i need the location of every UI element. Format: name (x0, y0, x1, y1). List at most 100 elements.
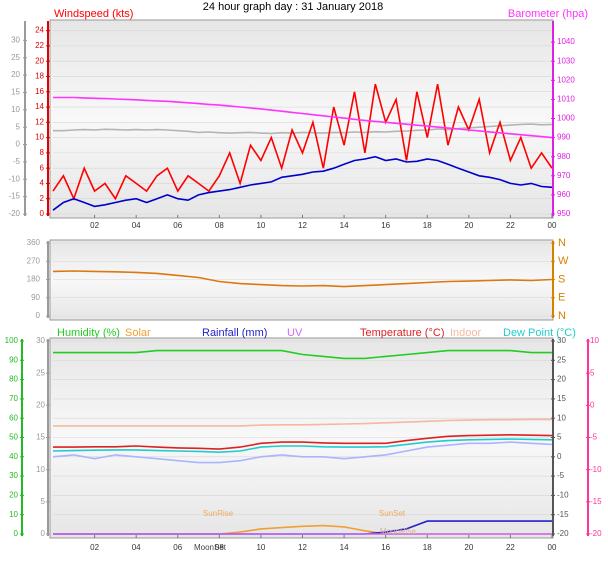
series-line (52, 438, 553, 454)
y-tick-label: 5 (41, 497, 46, 506)
y-tick-label: 970 (557, 171, 571, 180)
y-tick-label: 960 (557, 190, 571, 199)
y-tick-label: -20 (8, 209, 20, 218)
x-tick-label: 18 (423, 543, 432, 552)
x-tick-label: 04 (132, 221, 141, 230)
series-line (52, 270, 553, 288)
y-tick-label: -10 (590, 465, 602, 474)
y-tick-label: 10 (590, 336, 599, 345)
y-tick-label: 25 (11, 53, 20, 62)
x-tick-label: 12 (298, 543, 307, 552)
x-tick-label: 12 (298, 221, 307, 230)
y-tick-label: 1030 (557, 56, 575, 65)
y-tick-label: 100 (5, 336, 19, 345)
legend-label: Indoor (450, 327, 482, 339)
series-line (53, 433, 553, 450)
y-tick-label: 18 (35, 72, 44, 81)
y-tick-label: 8 (40, 148, 45, 157)
y-tick-label: 4 (40, 179, 45, 188)
series-line (53, 349, 552, 360)
y-tick-label: 180 (27, 275, 41, 284)
legend-label: Dew Point (°C) (503, 327, 576, 339)
x-tick-label: 18 (423, 221, 432, 230)
x-tick-label: 00 (548, 543, 557, 552)
x-tick-label: 20 (464, 543, 473, 552)
y-tick-label: 1000 (557, 114, 575, 123)
y-tick-label: 25 (36, 368, 45, 377)
y-tick-label: 0 (40, 209, 45, 218)
y-tick-label: -15 (590, 497, 602, 506)
y-tick-label: 15 (557, 394, 566, 403)
series-line (53, 96, 553, 139)
y-tick-label: 0 (557, 452, 562, 461)
plot-area (49, 337, 554, 539)
y-tick-label: 980 (557, 152, 571, 161)
y-tick-label: 70 (9, 394, 18, 403)
y-tick-label: -20 (557, 529, 569, 538)
y-tick-label: 270 (27, 256, 41, 265)
legend-label: Temperature (°C) (360, 327, 444, 339)
series-line (52, 155, 553, 211)
y-tick-label: 10 (36, 465, 45, 474)
y-tick-label: -20 (590, 529, 602, 538)
y-tick-label: -15 (8, 192, 20, 201)
y-tick-label: 360 (27, 238, 41, 247)
annotation: SunSet (379, 509, 406, 518)
x-tick-label: 08 (215, 221, 224, 230)
y-tick-label: 0 (36, 311, 41, 320)
y-tick-label: 2 (40, 194, 45, 203)
x-tick-label: 16 (381, 543, 390, 552)
y-tick-label: 15 (11, 88, 20, 97)
plot-area (49, 239, 554, 321)
y-tick-label: 5 (16, 122, 21, 131)
x-tick-label: 02 (90, 543, 99, 552)
y-tick-label: S (558, 273, 565, 285)
x-tick-label: 02 (90, 221, 99, 230)
legend-label: Windspeed (kts) (54, 8, 133, 20)
x-tick-label: 10 (256, 543, 265, 552)
y-tick-label: 30 (557, 336, 566, 345)
legend-label: UV (287, 327, 303, 339)
y-tick-label: W (558, 255, 569, 267)
y-tick-label: 20 (36, 400, 45, 409)
x-tick-label: 16 (381, 221, 390, 230)
y-tick-label: N (558, 310, 566, 322)
y-tick-label: 24 (35, 26, 44, 35)
series-line (52, 441, 553, 464)
x-tick-label: 14 (340, 221, 349, 230)
y-tick-label: 90 (9, 355, 18, 364)
y-tick-label: N (558, 237, 566, 249)
y-tick-label: 6 (40, 163, 45, 172)
y-tick-label: 10 (9, 510, 18, 519)
y-tick-label: 25 (557, 355, 566, 364)
y-tick-label: 950 (557, 209, 571, 218)
y-tick-label: 20 (11, 70, 20, 79)
y-tick-label: -5 (13, 157, 21, 166)
y-tick-label: 80 (9, 375, 18, 384)
legend-label: Barometer (hpa) (508, 8, 588, 20)
x-tick-label: 08 (215, 543, 224, 552)
legend-label: Solar (125, 327, 151, 339)
legend-label: Rainfall (mm) (202, 327, 267, 339)
y-tick-label: 0 (41, 529, 46, 538)
y-tick-label: E (558, 292, 565, 304)
y-tick-label: 20 (35, 56, 44, 65)
y-tick-label: 30 (36, 336, 45, 345)
y-tick-label: 10 (35, 133, 44, 142)
y-tick-label: 15 (36, 433, 45, 442)
y-tick-label: 5 (590, 368, 595, 377)
y-tick-label: 990 (557, 133, 571, 142)
x-tick-label: 04 (132, 543, 141, 552)
y-tick-label: 0 (16, 140, 21, 149)
annotation: SunRise (203, 509, 234, 518)
y-tick-label: 10 (11, 105, 20, 114)
y-tick-label: 20 (9, 491, 18, 500)
y-tick-label: 50 (9, 433, 18, 442)
y-tick-label: 16 (35, 87, 44, 96)
plot-area (49, 19, 554, 219)
y-tick-label: 22 (35, 41, 44, 50)
x-tick-label: 22 (506, 543, 515, 552)
x-tick-label: 20 (464, 221, 473, 230)
x-tick-label: 14 (340, 543, 349, 552)
